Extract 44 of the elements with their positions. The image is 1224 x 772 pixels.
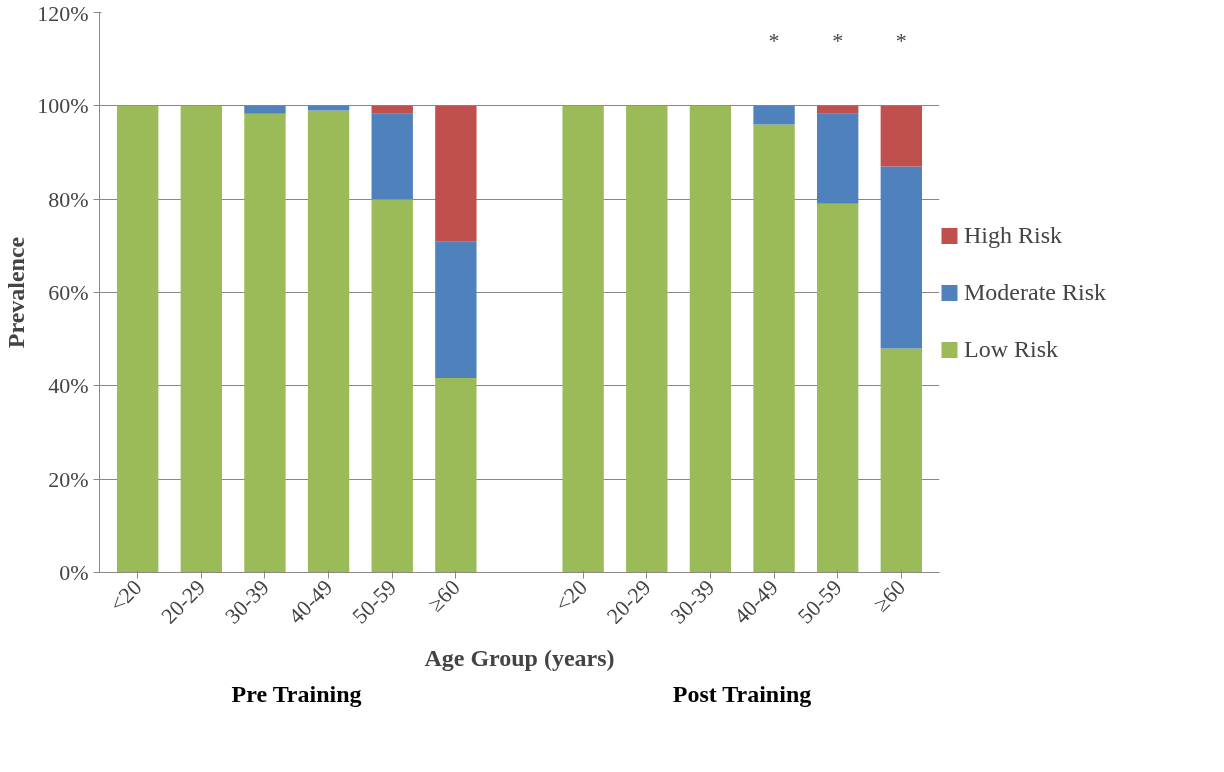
bar [180, 105, 222, 573]
legend-label: Low Risk [964, 335, 1059, 363]
bar [817, 203, 859, 573]
y-tick-label: 20% [48, 466, 89, 492]
bar [435, 105, 477, 242]
bar [371, 105, 413, 114]
bar [689, 105, 732, 573]
x-axis-title: Age Group (years) [424, 645, 615, 672]
y-tick-label: 80% [48, 186, 89, 212]
bar [562, 105, 604, 573]
y-tick-label: 60% [48, 280, 89, 305]
legend-label: Moderate Risk [964, 278, 1106, 306]
x-tick-label: <20 [549, 574, 592, 617]
text: Post Training [672, 680, 812, 707]
bar [817, 113, 859, 204]
bar [307, 110, 350, 573]
bar [244, 113, 286, 573]
bar [753, 124, 795, 573]
y-tick-label: 120% [37, 0, 89, 26]
bar [880, 166, 922, 349]
bar [880, 105, 922, 167]
bar [244, 105, 286, 114]
bar [307, 105, 350, 111]
annotation: * [768, 28, 780, 53]
y-tick-label: 40% [48, 373, 89, 399]
bar [435, 377, 477, 573]
bar [880, 348, 922, 573]
annotation: * [832, 28, 844, 53]
x-tick-label: <20 [104, 574, 147, 617]
text: Pre Training [231, 680, 362, 707]
annotation: * [895, 28, 907, 53]
bar [817, 105, 859, 114]
x-tick-label: ≥60 [868, 574, 911, 617]
x-tick-label: ≥60 [422, 574, 465, 617]
bar [371, 199, 413, 573]
bar [435, 241, 477, 378]
y-tick-label: 100% [37, 93, 89, 119]
legend-label: High Risk [964, 221, 1063, 249]
y-axis-title: Prevalence [3, 236, 30, 349]
bar [117, 105, 159, 573]
bar [626, 105, 668, 573]
bar [371, 113, 413, 200]
y-tick-label: 0% [59, 560, 89, 585]
bar [753, 105, 795, 125]
